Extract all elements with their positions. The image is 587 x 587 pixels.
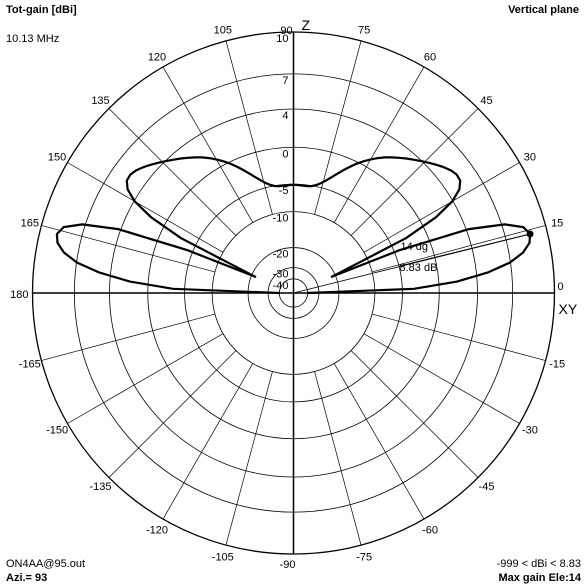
radial-tick-label: -20 — [273, 249, 289, 261]
angle-spoke — [333, 363, 425, 520]
angle-spoke — [108, 108, 237, 236]
angle-spoke — [225, 40, 273, 215]
angle-spoke — [41, 225, 215, 273]
radiation-pattern — [55, 156, 532, 295]
angle-spoke — [372, 225, 546, 273]
angle-tick-label: -45 — [479, 481, 495, 493]
frequency-label: 10.13 MHz — [6, 33, 60, 45]
gain-range: -999 < dBi < 8.83 — [496, 558, 581, 570]
plane-label: Vertical plane — [508, 4, 579, 16]
angle-spoke — [350, 108, 479, 236]
angle-spoke — [314, 371, 362, 546]
angle-tick-label: -90 — [280, 559, 296, 571]
angle-tick-label: 90 — [280, 25, 292, 37]
angle-spoke — [162, 66, 254, 223]
angle-tick-label: 0 — [558, 281, 564, 293]
radial-tick-label: -5 — [279, 185, 289, 197]
angle-spoke — [350, 350, 479, 478]
radial-tick-label: -30 — [273, 269, 289, 281]
angle-tick-label: 180 — [10, 289, 28, 301]
angle-tick-label: 60 — [424, 52, 436, 64]
angle-tick-label: 165 — [21, 217, 39, 229]
angle-tick-label: -30 — [522, 425, 538, 437]
z-axis-label: Z — [302, 17, 311, 33]
azimuth-label: Azi.= 93 — [6, 572, 48, 584]
angle-spoke — [162, 363, 254, 520]
angle-tick-label: 105 — [214, 24, 232, 36]
max-gain-marker: 14 dg 8.83 dB — [293, 230, 534, 294]
max-gain-label: Max gain Ele:14 — [498, 572, 581, 584]
angle-spoke — [67, 162, 224, 253]
angle-tick-label: -150 — [46, 425, 68, 437]
angle-spoke — [314, 40, 362, 215]
radial-tick-label: 7 — [282, 75, 288, 87]
max-gain-dot — [526, 230, 534, 238]
xy-axis-label: XY — [559, 301, 578, 317]
max-gain-leader — [399, 233, 531, 267]
file-name: ON4AA@95.out — [6, 558, 86, 570]
angle-spoke — [372, 313, 546, 361]
polar-grid — [31, 31, 556, 555]
angle-tick-label: -75 — [356, 552, 372, 564]
radial-tick-label: 4 — [282, 110, 288, 122]
angle-tick-label: -135 — [89, 481, 111, 493]
angle-tick-label: 150 — [48, 152, 66, 164]
angle-spoke — [67, 333, 224, 424]
angle-tick-label: -105 — [212, 552, 234, 564]
angle-tick-label: 135 — [91, 95, 109, 107]
angle-spoke — [363, 162, 520, 253]
radial-tick-label: 0 — [282, 148, 288, 160]
angle-tick-label: -60 — [422, 524, 438, 536]
plot-title: Tot-gain [dBi] — [6, 4, 77, 16]
angle-spoke — [41, 313, 215, 361]
radial-tick-label: 10 — [276, 33, 288, 45]
max-gain-value-label: 8.83 dB — [400, 262, 438, 274]
angle-spoke — [333, 66, 425, 223]
angle-spoke — [363, 333, 520, 424]
angle-tick-label: -120 — [146, 524, 168, 536]
angle-tick-label: 15 — [551, 217, 563, 229]
radial-tick-label: -10 — [273, 213, 289, 225]
angle-tick-label: 75 — [358, 24, 370, 36]
angle-tick-label: -15 — [549, 359, 565, 371]
pattern-curve — [55, 156, 532, 295]
angle-tick-label: -165 — [19, 359, 41, 371]
angle-spoke — [108, 350, 237, 478]
angle-spoke — [225, 371, 273, 546]
angle-tick-label: 120 — [148, 52, 166, 64]
max-gain-angle-label: 14 dg — [401, 241, 429, 253]
angle-tick-label: 30 — [524, 152, 536, 164]
angle-tick-label: 45 — [480, 95, 492, 107]
radial-tick-label: -40 — [273, 280, 289, 292]
